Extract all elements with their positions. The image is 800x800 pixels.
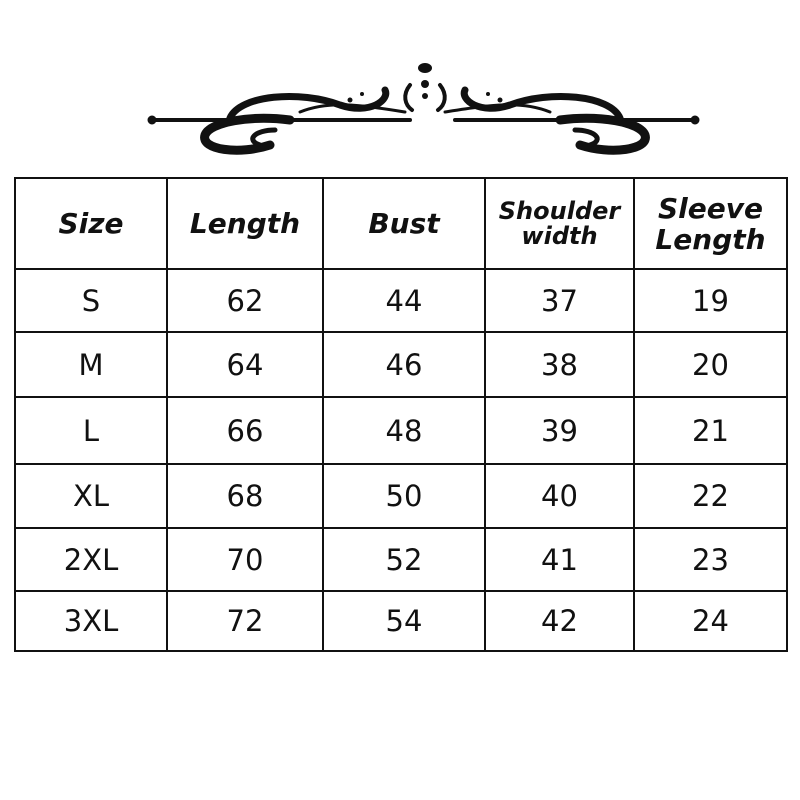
cell-shoulder-width: 39	[484, 396, 635, 465]
cell-shoulder-width: 42	[484, 590, 635, 652]
cell-size: S	[14, 268, 168, 333]
cell-bust: 46	[322, 331, 486, 398]
table-row: 3XL 72 54 42 24	[14, 590, 788, 652]
header-row: Size Length Bust Shoulder width Sleeve L…	[14, 177, 788, 270]
cell-sleeve-length: 24	[633, 590, 788, 652]
cell-sleeve-length: 23	[633, 527, 788, 592]
cell-size: L	[14, 396, 168, 465]
cell-shoulder-width: 37	[484, 268, 635, 333]
cell-sleeve-length: 21	[633, 396, 788, 465]
table-row: S 62 44 37 19	[14, 268, 788, 333]
cell-length: 68	[166, 463, 324, 529]
header-shoulder-width: Shoulder width	[484, 177, 635, 270]
cell-shoulder-width: 40	[484, 463, 635, 529]
table-row: L 66 48 39 21	[14, 396, 788, 465]
cell-bust: 48	[322, 396, 486, 465]
cell-size: M	[14, 331, 168, 398]
cell-length: 62	[166, 268, 324, 333]
cell-sleeve-length: 19	[633, 268, 788, 333]
cell-bust: 54	[322, 590, 486, 652]
cell-sleeve-length: 22	[633, 463, 788, 529]
cell-length: 72	[166, 590, 324, 652]
header-bust: Bust	[322, 177, 486, 270]
cell-length: 66	[166, 396, 324, 465]
cell-bust: 52	[322, 527, 486, 592]
cell-size: 2XL	[14, 527, 168, 592]
cell-bust: 50	[322, 463, 486, 529]
cell-shoulder-width: 41	[484, 527, 635, 592]
cell-bust: 44	[322, 268, 486, 333]
header-length: Length	[166, 177, 324, 270]
table-row: XL 68 50 40 22	[14, 463, 788, 529]
ornamental-divider-icon	[147, 63, 700, 155]
cell-size: XL	[14, 463, 168, 529]
table-row: 2XL 70 52 41 23	[14, 527, 788, 592]
header-size: Size	[14, 177, 168, 270]
size-chart-table: Size Length Bust Shoulder width Sleeve L…	[14, 177, 788, 652]
cell-sleeve-length: 20	[633, 331, 788, 398]
header-sleeve-length: Sleeve Length	[633, 177, 788, 270]
cell-shoulder-width: 38	[484, 331, 635, 398]
cell-length: 70	[166, 527, 324, 592]
table-row: M 64 46 38 20	[14, 331, 788, 398]
cell-length: 64	[166, 331, 324, 398]
cell-size: 3XL	[14, 590, 168, 652]
